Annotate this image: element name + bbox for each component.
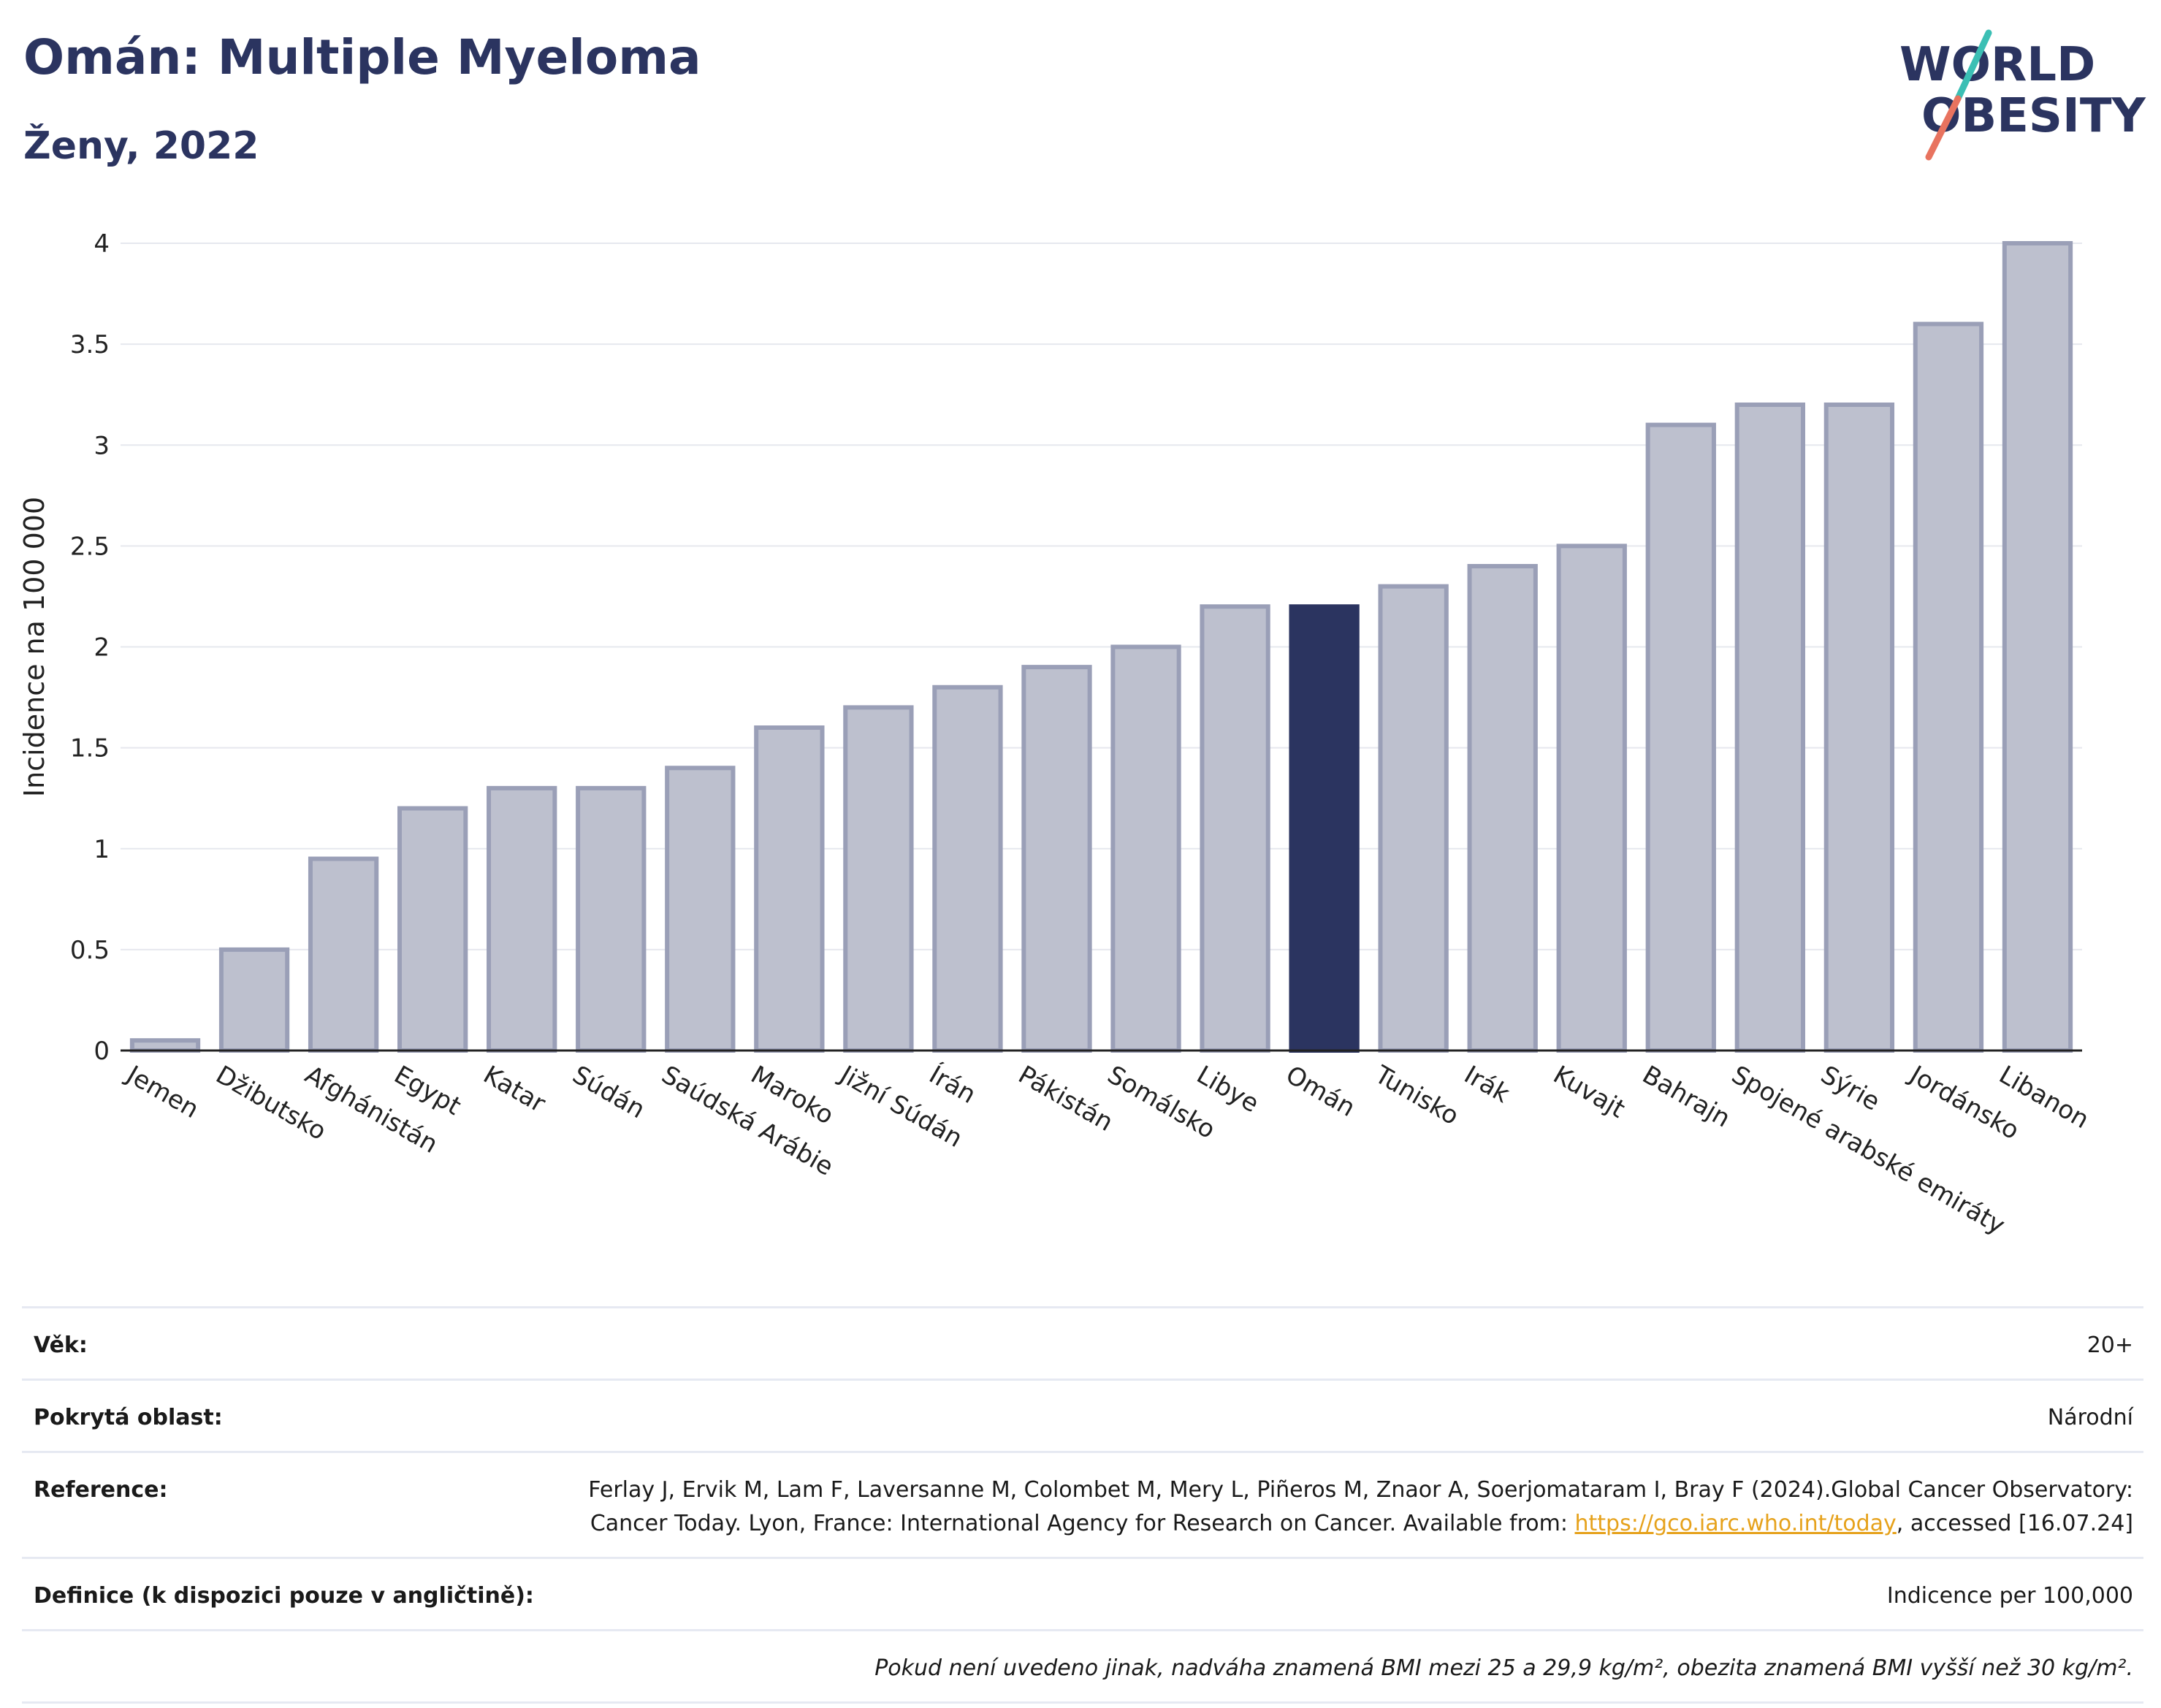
x-tick-label: Omán: [1281, 1060, 1360, 1123]
y-axis-label: Incidence na 100 000: [18, 497, 50, 797]
meta-row-reference: Reference: Ferlay J, Ervik M, Lam F, Lav…: [22, 1451, 2143, 1557]
x-tick-label: Tunisko: [1369, 1060, 1463, 1132]
bar-jemen[interactable]: [129, 1038, 201, 1053]
x-tick-label: Bahrajn: [1637, 1060, 1735, 1133]
meta-row-age: Věk: 20+: [22, 1306, 2143, 1379]
bar-súdán[interactable]: [576, 785, 647, 1053]
reference-text: Ferlay J, Ervik M, Lam F, Laversanne M, …: [588, 1477, 2133, 1536]
bar-somálsko[interactable]: [1110, 644, 1181, 1053]
bar-katar[interactable]: [487, 785, 557, 1053]
bar-egypt[interactable]: [397, 806, 468, 1053]
bar-jižní-súdán[interactable]: [843, 705, 914, 1053]
area-value: Národní: [2047, 1405, 2133, 1430]
chart-title: Omán: Multiple Myeloma: [23, 29, 701, 85]
bar-afghánistán[interactable]: [308, 856, 379, 1053]
bar-írán[interactable]: [932, 685, 1003, 1053]
chart-subtitle: Ženy, 2022: [23, 124, 259, 168]
logo-slash-top: [1954, 29, 1992, 102]
bar-jordánsko[interactable]: [1913, 321, 1984, 1053]
bar-kuvajt[interactable]: [1556, 544, 1627, 1053]
area-label: Pokrytá oblast:: [34, 1405, 223, 1430]
bar-džibutsko[interactable]: [218, 947, 290, 1053]
y-tick-label: 1.5: [70, 734, 110, 763]
y-tick-label: 3: [94, 431, 110, 460]
x-tick-label: Irák: [1459, 1060, 1514, 1109]
bar-omán[interactable]: [1289, 604, 1360, 1053]
y-tick-label: 2: [94, 633, 110, 663]
definition-value: Indicence per 100,000: [1886, 1583, 2133, 1609]
reference-value: Ferlay J, Ervik M, Lam F, Laversanne M, …: [526, 1473, 2133, 1541]
logo-text-world: WORLD: [1899, 38, 2095, 92]
y-tick-label: 0.5: [70, 936, 110, 965]
x-tick-label: Kuvajt: [1548, 1060, 1630, 1124]
age-value: 20+: [2086, 1333, 2133, 1358]
bar-saúdská-arábie[interactable]: [665, 766, 736, 1053]
y-tick-label: 4: [94, 229, 110, 259]
x-tick-label: Írán: [924, 1059, 981, 1110]
reference-accessed: , accessed [16.07.24]: [1896, 1511, 2133, 1536]
bmi-note: Pokud není uvedeno jinak, nadváha znamen…: [874, 1655, 2133, 1681]
bar-spojené-arabské-emiráty[interactable]: [1734, 403, 1805, 1053]
meta-row-note: Pokud není uvedeno jinak, nadváha znamen…: [22, 1629, 2143, 1704]
bar-sýrie[interactable]: [1823, 403, 1895, 1053]
x-tick-label: Jemen: [121, 1059, 204, 1124]
bar-libanon[interactable]: [2002, 241, 2073, 1053]
meta-row-definition: Definice (k dispozici pouze v angličtině…: [22, 1557, 2143, 1629]
metadata-table: Věk: 20+ Pokrytá oblast: Národní Referen…: [22, 1306, 2143, 1704]
y-tick-label: 1: [94, 835, 110, 864]
x-tick-label: Súdán: [568, 1060, 650, 1124]
definition-label: Definice (k dispozici pouze v angličtině…: [34, 1583, 534, 1609]
y-tick-label: 2.5: [70, 532, 110, 561]
y-tick-label: 0: [94, 1037, 110, 1066]
bar-irák[interactable]: [1467, 564, 1538, 1053]
logo-slash-bottom: [1925, 95, 1962, 161]
x-tick-label: Pákistán: [1013, 1060, 1118, 1137]
bar-chart: 00.511.522.533.54 Jemen DžibutskoAfghánis…: [18, 229, 2094, 1240]
age-label: Věk:: [34, 1333, 88, 1358]
x-tick-label: Katar: [479, 1060, 551, 1118]
bars: [129, 241, 2073, 1053]
bar-maroko[interactable]: [754, 725, 825, 1053]
meta-row-area: Pokrytá oblast: Národní: [22, 1379, 2143, 1451]
y-tick-label: 3.5: [70, 330, 110, 359]
bar-libye[interactable]: [1200, 604, 1270, 1053]
y-axis-ticks: 0 0.5 1 1.5 2 2.5 3 3.5 4: [70, 229, 110, 1066]
reference-link[interactable]: https://gco.iarc.who.int/today: [1574, 1511, 1897, 1536]
bar-bahrajn[interactable]: [1645, 422, 1716, 1053]
bar-tunisko[interactable]: [1378, 584, 1449, 1053]
bar-pákistán[interactable]: [1021, 665, 1092, 1053]
reference-label: Reference:: [34, 1477, 168, 1503]
world-obesity-logo: WORLD OBESITY: [1899, 29, 2146, 161]
